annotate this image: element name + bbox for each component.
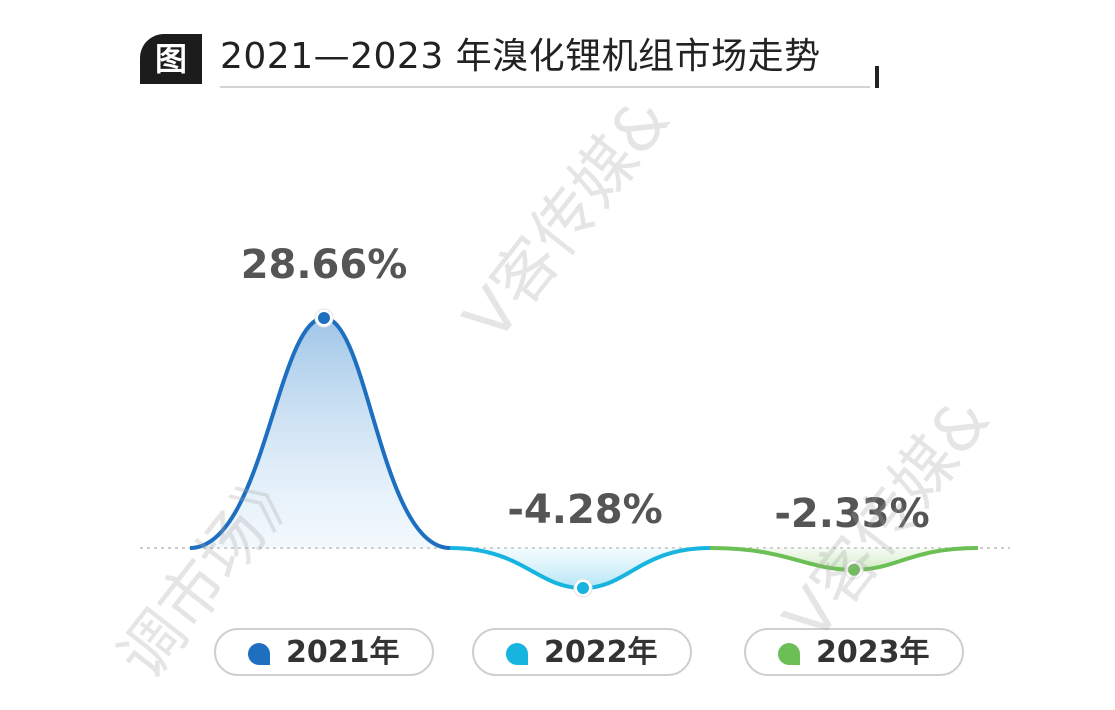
legend-label-2021: 2021年 — [286, 635, 400, 670]
data-point-2021-core — [318, 312, 330, 324]
legend-item-2022: 2022年 — [472, 628, 692, 676]
area-2022 — [450, 548, 710, 588]
data-label-2023: -2.33% — [774, 491, 929, 537]
legend-item-2023: 2023年 — [744, 628, 964, 676]
legend-item-2021: 2021年 — [214, 628, 434, 676]
legend-dot-2021 — [248, 643, 270, 665]
title-underline — [220, 86, 870, 88]
data-point-2022-core — [577, 582, 589, 594]
data-point-2023-core — [848, 563, 860, 576]
title-text: 2021—2023 年溴化锂机组市场走势 — [220, 36, 821, 77]
legend-label-2023: 2023年 — [816, 635, 930, 670]
data-label-2022: -4.28% — [507, 487, 662, 533]
legend-dot-2023 — [778, 643, 800, 665]
chart-title: 图 2021—2023 年溴化锂机组市场走势 — [140, 28, 885, 90]
legend-label-2022: 2022年 — [544, 635, 658, 670]
legend-dot-2022 — [506, 643, 528, 665]
area-2021 — [190, 318, 450, 548]
title-badge: 图 — [140, 34, 202, 84]
data-label-2021: 28.66% — [241, 242, 408, 288]
title-cursor-mark — [875, 66, 879, 88]
